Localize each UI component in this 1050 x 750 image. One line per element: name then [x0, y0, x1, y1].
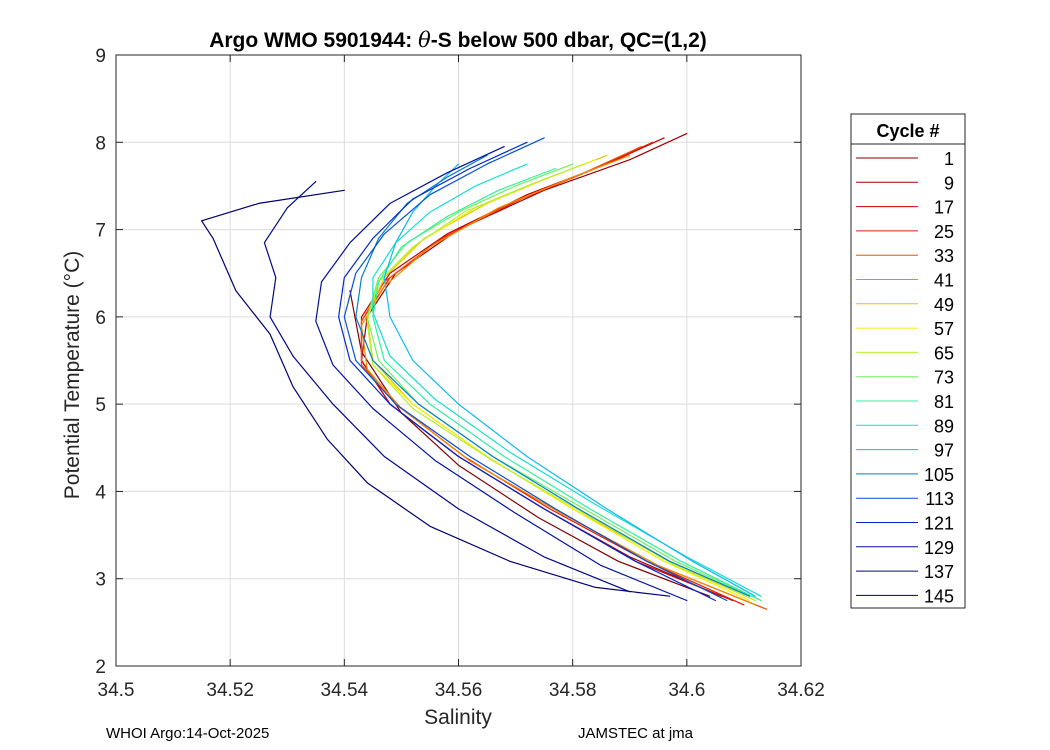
axis-ticks: 34.5 34.52 34.54 34.56 34.58 34.6 34.62 2 3 4 5 6 7 8…: [95, 46, 824, 701]
title-suffix: -S below 500 dbar, QC=(1,2): [431, 29, 707, 52]
y-tick-label: 3: [95, 570, 106, 591]
legend-title: Cycle #: [876, 121, 939, 141]
x-tick-label: 34.52: [206, 680, 254, 701]
y-tick-label: 7: [95, 221, 106, 242]
y-tick-label: 5: [95, 395, 106, 416]
legend-label: 97: [934, 441, 954, 461]
legend-label: 105: [924, 465, 954, 485]
legend-entries: 1 9 17 25 33 41 49 57 65 73 81 89 97 105 113 121 129 137 1…: [856, 149, 954, 606]
y-tick-label: 4: [95, 482, 106, 503]
legend-label: 65: [934, 343, 954, 363]
legend-label: 145: [924, 586, 954, 606]
x-tick-label: 34.5: [98, 680, 135, 701]
y-tick-label: 8: [95, 133, 106, 154]
legend-label: 41: [934, 271, 954, 291]
legend-label: 89: [934, 416, 954, 436]
series-line-cycle-73: [366, 163, 762, 602]
legend-label: 113: [925, 489, 954, 509]
legend-label: 17: [934, 198, 954, 218]
legend-label: 137: [924, 562, 954, 582]
y-tick-label: 2: [95, 657, 106, 678]
legend-label: 129: [924, 538, 954, 558]
x-axis-label: Salinity: [424, 706, 492, 729]
y-tick-label: 6: [95, 308, 106, 329]
legend-box: [850, 113, 966, 609]
footer-credit: JAMSTEC at jma: [578, 725, 694, 742]
legend-label: 81: [934, 392, 954, 412]
chart-title: Argo WMO 5901944: θ-S below 500 dbar, QC…: [209, 28, 707, 52]
title-prefix: Argo WMO 5901944:: [209, 29, 418, 52]
legend-label: 25: [934, 222, 954, 242]
series-line-cycle-121: [338, 141, 717, 602]
y-tick-label: 9: [95, 46, 106, 67]
series-line-cycle-89: [372, 163, 762, 597]
legend-label: 121: [924, 514, 954, 534]
series-line-cycle-65: [366, 163, 756, 602]
x-tick-label: 34.56: [435, 680, 483, 701]
title-theta: θ: [418, 28, 431, 52]
series-line-cycle-137: [263, 181, 631, 593]
legend-label: 33: [934, 246, 954, 266]
legend-label: 9: [944, 173, 954, 193]
series-group: [201, 133, 768, 610]
series-line-cycle-97: [383, 163, 756, 597]
series-line-cycle-81: [372, 167, 762, 602]
legend-label: 57: [934, 319, 954, 339]
series-line-cycle-129: [315, 146, 688, 602]
x-tick-label: 34.62: [777, 680, 825, 701]
legend: Cycle # 1 9 17 25 33 41 49 57 65 73 81 89 97 105 113 12…: [850, 113, 966, 609]
legend-label: 1: [944, 149, 954, 169]
series-line-cycle-113: [343, 137, 728, 602]
legend-label: 73: [934, 368, 954, 388]
legend-label: 49: [934, 295, 954, 315]
x-tick-label: 34.6: [668, 680, 705, 701]
x-tick-label: 34.58: [549, 680, 597, 701]
y-axis-label: Potential Temperature (°C): [61, 251, 84, 499]
footer-source: WHOI Argo:14-Oct-2025: [106, 725, 270, 742]
series-line-cycle-145: [201, 189, 671, 597]
x-tick-label: 34.54: [321, 680, 369, 701]
